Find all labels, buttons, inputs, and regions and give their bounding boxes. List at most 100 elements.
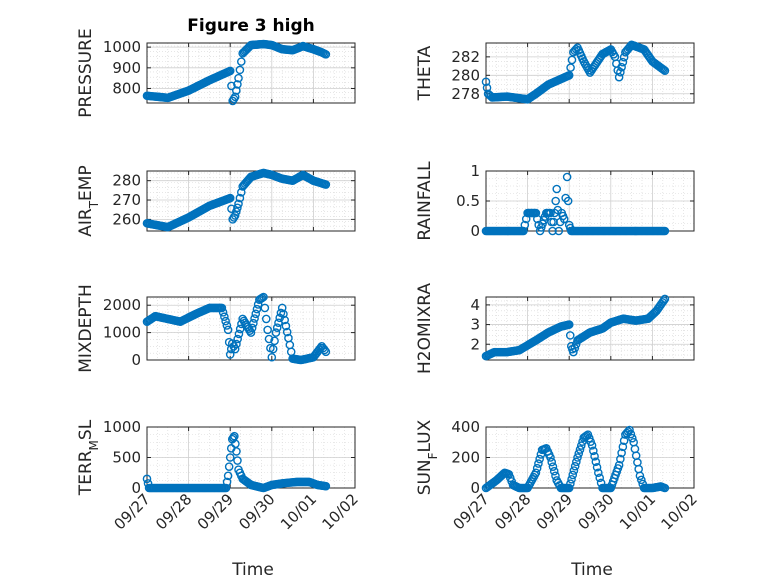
- data-point: [552, 184, 562, 194]
- y-tick-label: 0: [470, 479, 480, 497]
- y-tick-label: 280: [112, 172, 141, 190]
- data-point: [660, 483, 670, 493]
- data-point: [321, 347, 331, 357]
- data-point: [320, 345, 329, 355]
- data-point: [565, 331, 575, 340]
- data-point: [227, 81, 236, 91]
- data-point: [225, 350, 235, 359]
- data-point: [635, 471, 645, 481]
- subplot-rainfall: 0 0.5 1 RAINFALL: [415, 161, 695, 241]
- data-point: [549, 466, 559, 476]
- data-point: [264, 334, 274, 344]
- data-point: [225, 66, 235, 76]
- data-point: [259, 292, 268, 302]
- data-point: [614, 72, 624, 82]
- data-point: [554, 226, 564, 236]
- data-point: [564, 483, 574, 493]
- y-tick-label: 270: [112, 191, 141, 209]
- data-point: [617, 448, 626, 458]
- data-point: [267, 352, 277, 362]
- data-point: [551, 196, 560, 206]
- data-point: [249, 318, 258, 328]
- x-axis-label: Time: [231, 560, 274, 580]
- data-point: [220, 312, 229, 322]
- data-point: [223, 325, 233, 335]
- data-point: [534, 459, 543, 468]
- data-point: [548, 462, 558, 471]
- data-point: [595, 473, 605, 483]
- data-point: [217, 303, 227, 313]
- data-point: [226, 344, 236, 354]
- y-tick-label: 2: [470, 335, 480, 353]
- data-point: [223, 471, 233, 481]
- data-point: [232, 86, 241, 95]
- data-point: [277, 303, 287, 313]
- y-tick-label: 800: [112, 80, 141, 98]
- data-point: [562, 172, 572, 182]
- data-point: [232, 339, 241, 349]
- data-point: [221, 483, 231, 493]
- data-point: [272, 323, 282, 332]
- y-tick-label: 1000: [103, 324, 141, 342]
- data-point: [142, 474, 152, 484]
- data-point: [263, 325, 272, 335]
- data-point: [659, 296, 668, 305]
- data-point: [589, 446, 598, 456]
- data-point: [568, 470, 578, 480]
- data-point: [547, 457, 557, 467]
- data-point: [591, 457, 601, 467]
- data-point: [233, 334, 242, 344]
- data-point: [569, 466, 579, 475]
- data-point: [234, 329, 244, 339]
- data-point: [222, 321, 232, 330]
- data-point: [571, 339, 581, 349]
- y-tick-label: 4: [470, 296, 480, 314]
- data-point: [582, 431, 591, 440]
- data-point: [627, 433, 637, 443]
- data-point: [225, 193, 235, 203]
- y-axis-label: TERRMSL: [76, 419, 101, 496]
- y-tick-label: 260: [112, 210, 141, 228]
- figure-title: Figure 3 high: [187, 16, 315, 36]
- data-point: [218, 308, 228, 317]
- y-tick-label: 282: [451, 48, 480, 66]
- data-point: [573, 453, 582, 462]
- data-point: [578, 437, 587, 446]
- data-point: [566, 63, 575, 72]
- y-tick-label: 2000: [103, 296, 141, 314]
- data-point: [587, 440, 597, 450]
- data-point: [232, 207, 241, 216]
- data-point: [567, 55, 577, 65]
- data-point: [563, 196, 573, 206]
- y-axis-label: THETA: [415, 45, 435, 101]
- data-point: [250, 314, 259, 323]
- data-point: [660, 226, 670, 236]
- data-point: [537, 223, 546, 232]
- y-axis-label: MIXDEPTH: [76, 284, 96, 373]
- y-tick-label: 0.5: [456, 192, 480, 210]
- data-point: [251, 309, 261, 319]
- data-point: [538, 219, 547, 229]
- subplot-mixdepth: 0 1000 2000 MIXDEPTH: [76, 284, 356, 373]
- data-point: [221, 316, 230, 326]
- data-point: [617, 62, 626, 72]
- axes-box: [146, 296, 356, 361]
- y-tick-label: 900: [112, 59, 141, 77]
- y-tick-label: 0: [470, 222, 480, 240]
- data-point: [548, 226, 557, 236]
- data-point: [519, 226, 528, 236]
- data-point: [618, 57, 628, 67]
- data-point: [235, 65, 245, 75]
- y-tick-label: 1000: [103, 38, 141, 56]
- data-point: [281, 321, 291, 331]
- data-point: [481, 77, 491, 87]
- y-axis-label: AIRTEMP: [76, 165, 101, 236]
- y-tick-label: 1: [470, 162, 480, 180]
- data-point: [233, 203, 242, 213]
- data-point: [236, 187, 246, 197]
- data-point: [534, 220, 543, 230]
- subplot-h2omixra: 23 4 H2OMIXRA: [415, 283, 695, 374]
